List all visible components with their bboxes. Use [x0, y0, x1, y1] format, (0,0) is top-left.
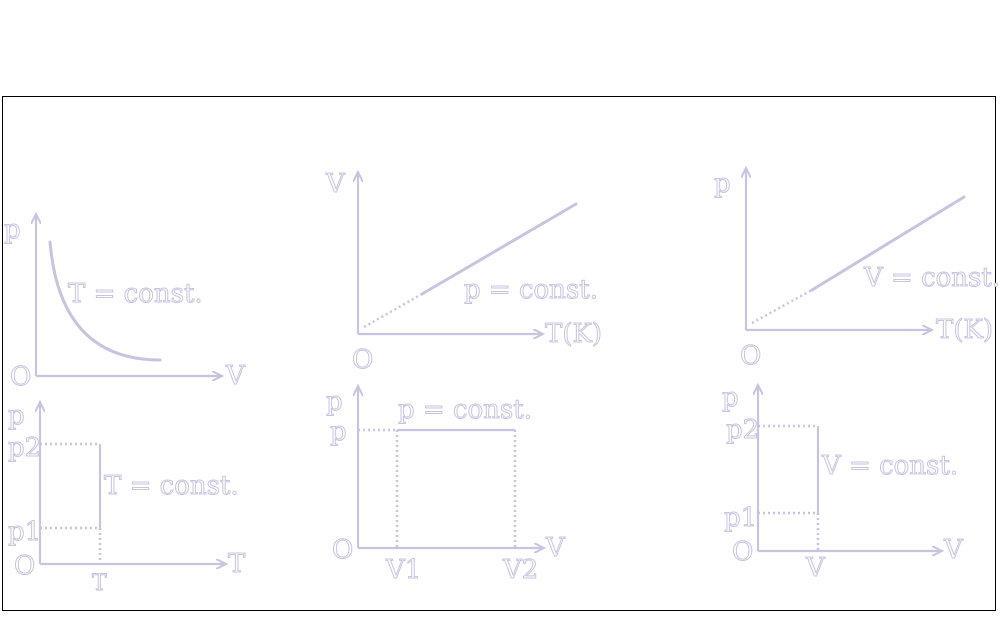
extrapolation-line	[363, 292, 423, 329]
p1-tick-label: p1	[8, 517, 41, 547]
p1-tick-label: p1	[724, 503, 757, 533]
isothermal-pv-diagram: p V O T = const.	[4, 214, 247, 393]
origin-label: O	[352, 345, 373, 375]
curve-label: V = const.	[863, 263, 1000, 293]
origin-label: O	[332, 535, 353, 565]
x-axis-label: V	[545, 533, 566, 563]
curve-label: p = const.	[464, 275, 598, 305]
isotherm-curve	[48, 240, 162, 362]
p-tick-label: p	[330, 417, 347, 447]
origin-label: O	[14, 551, 35, 581]
p2-tick-label: p2	[8, 433, 41, 463]
isochoric-pt-diagram: p T(K) O V = const.	[714, 168, 1000, 372]
isochore-line	[810, 195, 966, 292]
curve-label: p = const.	[398, 395, 532, 425]
isobar-line	[420, 202, 578, 296]
curve-label: T = const.	[104, 471, 239, 501]
y-axis-label: p	[4, 215, 21, 245]
t-tick-label: T	[92, 571, 107, 596]
y-axis-label: p	[714, 169, 731, 199]
v1-tick-label: V1	[385, 555, 421, 585]
origin-label: O	[740, 341, 761, 371]
x-axis-label: V	[225, 361, 246, 391]
isochoric-pv-diagram: p V O V = const. p2 p1 V	[722, 383, 965, 584]
x-axis-label: V	[943, 535, 964, 565]
diagram-frame	[2, 96, 996, 611]
isobaric-pv-diagram: p V O p = const. p V1 V2	[326, 386, 567, 586]
x-axis-label: T(K)	[545, 319, 602, 349]
y-axis-label: V	[325, 169, 346, 199]
extrapolation-line	[751, 288, 813, 325]
y-axis-label: p	[722, 383, 739, 413]
origin-label: O	[10, 362, 31, 392]
y-axis-label: p	[8, 401, 25, 431]
v2-tick-label: V2	[502, 555, 538, 585]
origin-label: O	[732, 537, 753, 567]
isobaric-vt-diagram: V T(K) O p = const.	[325, 169, 603, 376]
isothermal-pt-diagram: p T O T = const. p2 p1 T	[8, 401, 247, 597]
x-axis-label: T(K)	[936, 315, 993, 345]
y-axis-label: p	[326, 387, 343, 417]
v-tick-label: V	[805, 553, 826, 583]
curve-label: V = const.	[821, 451, 958, 481]
curve-label: T = const.	[68, 279, 203, 309]
p2-tick-label: p2	[726, 415, 759, 445]
x-axis-label: T	[228, 549, 246, 579]
